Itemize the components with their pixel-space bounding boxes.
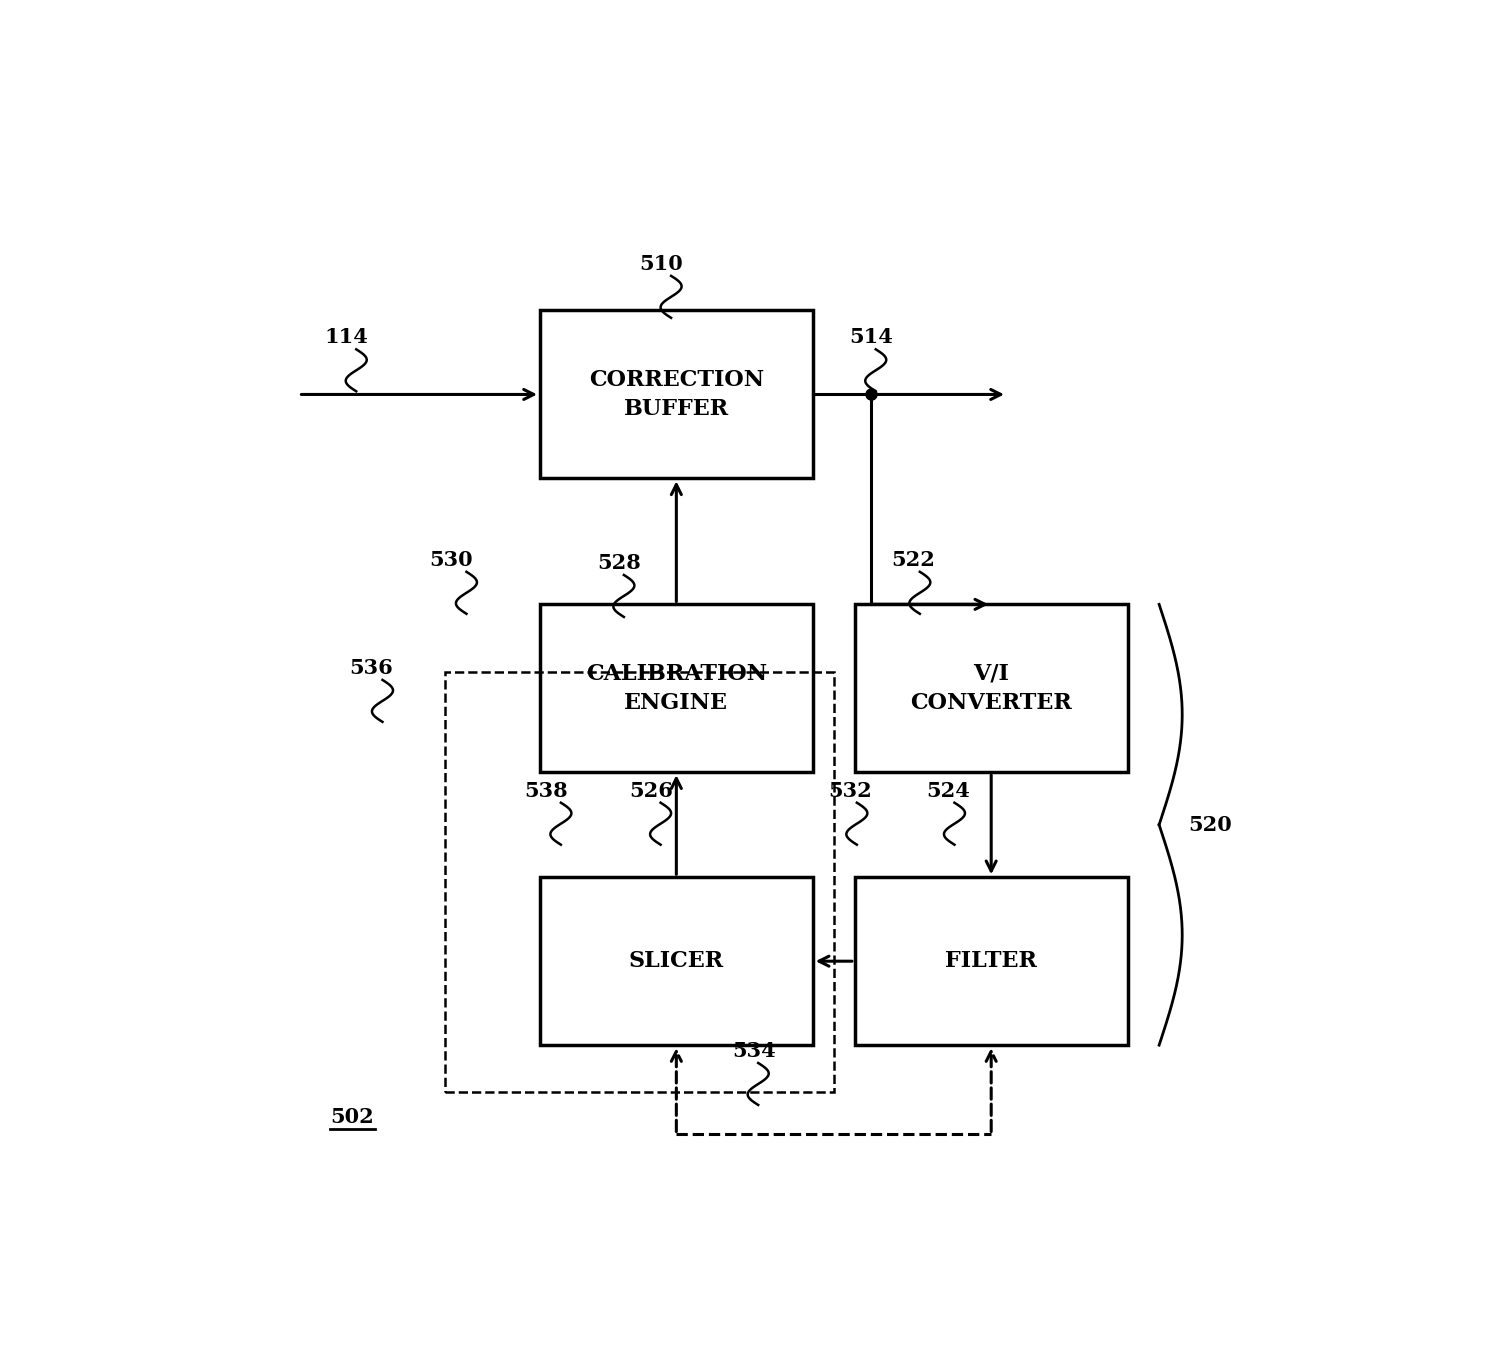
Text: V/I
CONVERTER: V/I CONVERTER <box>910 662 1072 714</box>
Text: 526: 526 <box>629 781 672 800</box>
Text: SLICER: SLICER <box>629 950 723 972</box>
Text: FILTER: FILTER <box>945 950 1038 972</box>
Bar <box>854 604 1128 773</box>
Text: 514: 514 <box>850 327 893 348</box>
Text: 524: 524 <box>926 781 970 800</box>
Text: 534: 534 <box>732 1041 776 1060</box>
Text: 538: 538 <box>525 781 569 800</box>
Bar <box>540 311 812 478</box>
Text: 520: 520 <box>1188 815 1232 834</box>
Bar <box>540 878 812 1045</box>
Text: CALIBRATION
ENGINE: CALIBRATION ENGINE <box>585 662 767 714</box>
Text: CORRECTION
BUFFER: CORRECTION BUFFER <box>588 369 764 420</box>
Text: 114: 114 <box>325 327 368 348</box>
Text: 522: 522 <box>892 549 935 570</box>
Text: 528: 528 <box>597 553 641 572</box>
Text: 510: 510 <box>639 254 683 274</box>
Text: 532: 532 <box>829 781 872 800</box>
Bar <box>445 672 833 1092</box>
Text: 530: 530 <box>430 549 474 570</box>
Text: 536: 536 <box>349 658 393 677</box>
Text: 502: 502 <box>329 1107 374 1127</box>
Bar <box>854 878 1128 1045</box>
Bar <box>540 604 812 773</box>
